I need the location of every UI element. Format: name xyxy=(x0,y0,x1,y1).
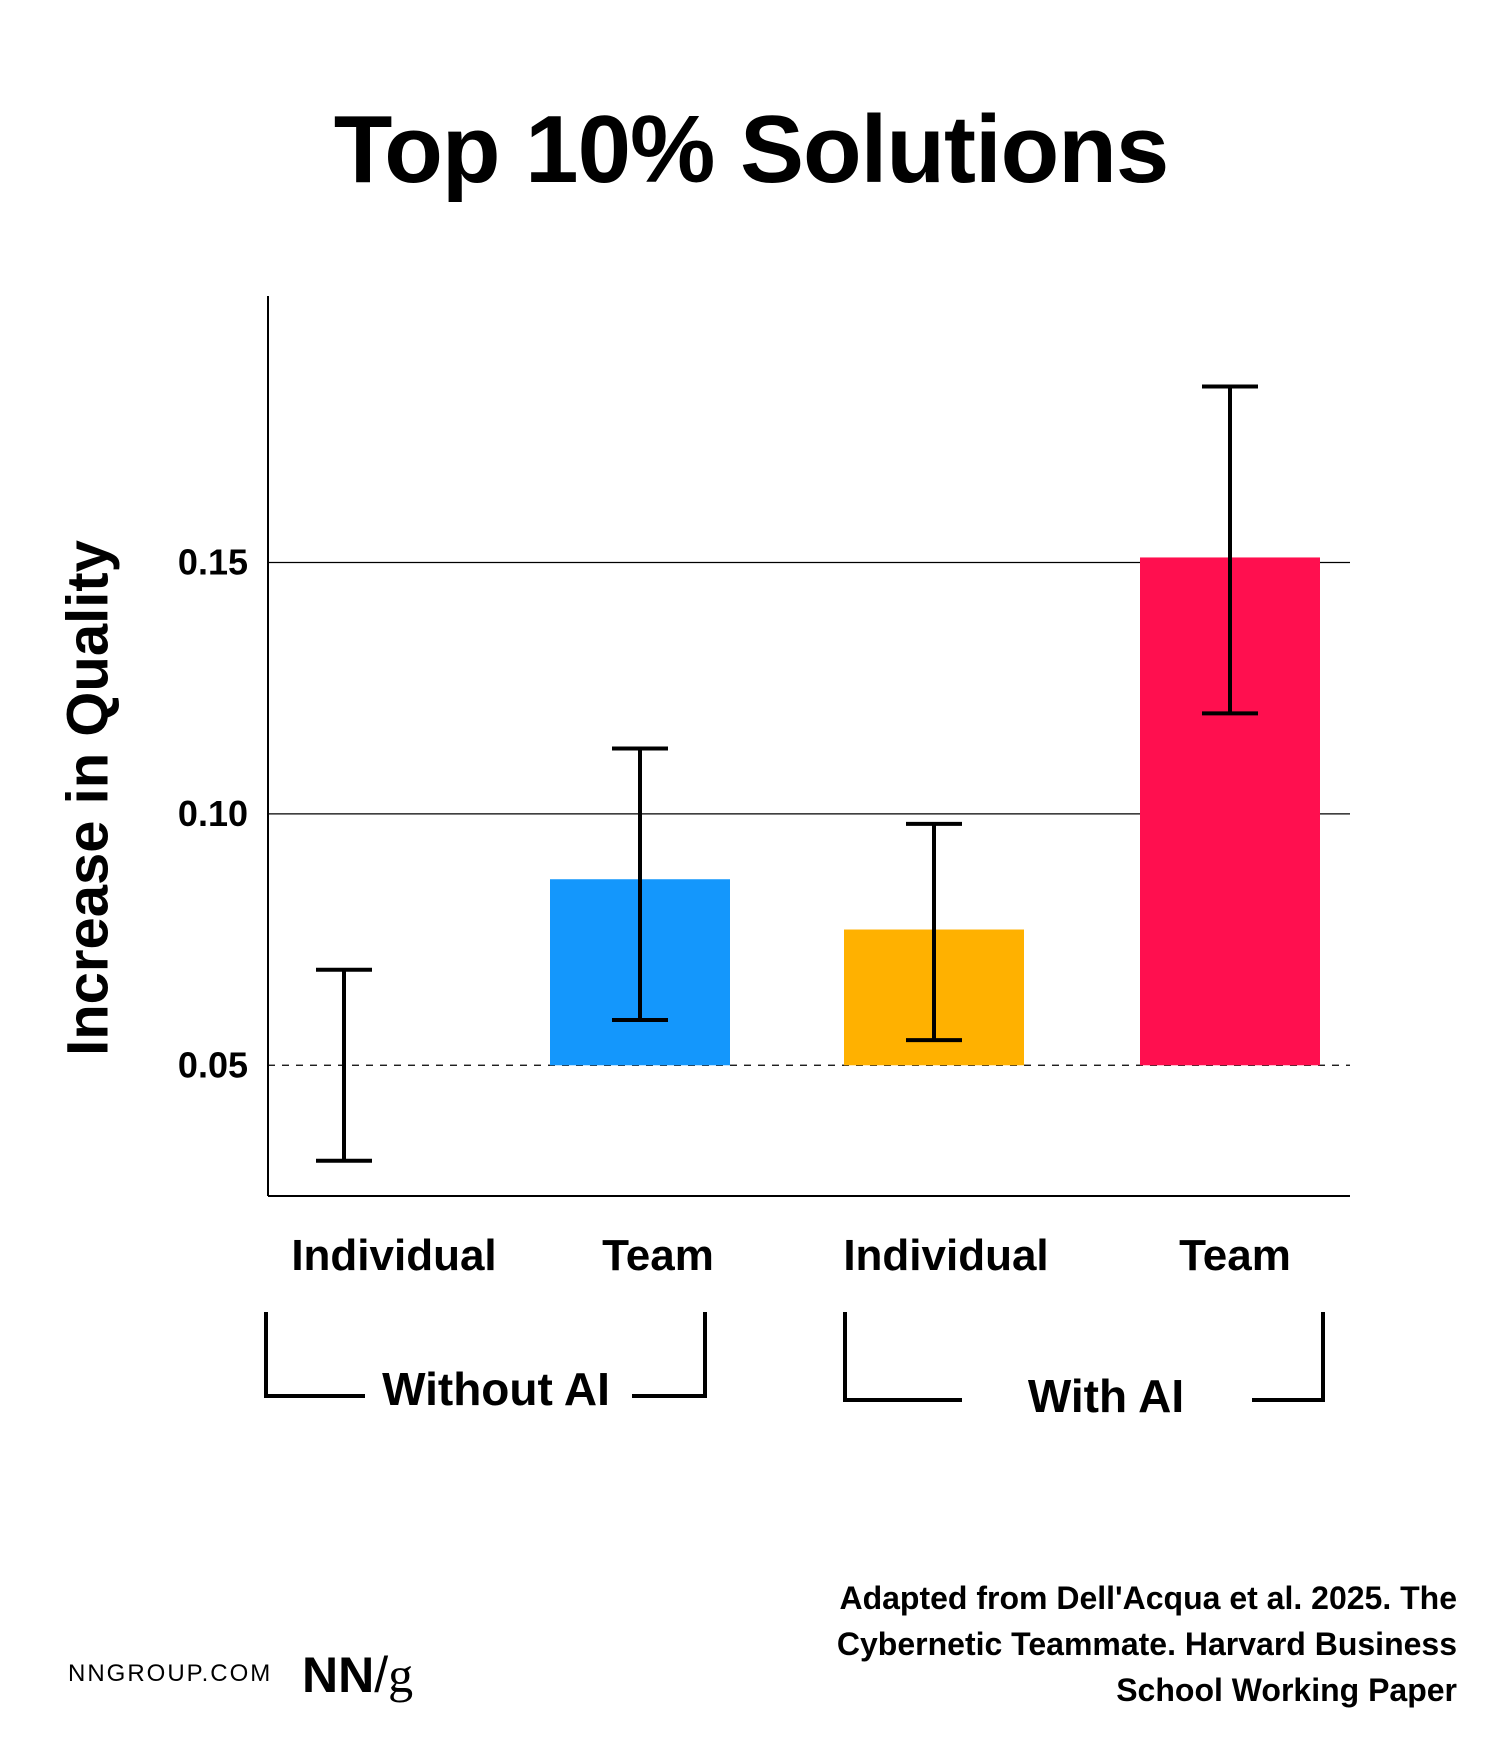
category-label: Team xyxy=(602,1231,714,1280)
group-brackets: Without AI With AI xyxy=(264,1312,1325,1422)
bracket-right xyxy=(632,1312,707,1398)
bracket-left xyxy=(843,1312,962,1402)
y-tick-label: 0.10 xyxy=(178,793,248,834)
y-tick-labels: 0.05 0.10 0.15 xyxy=(178,541,248,1085)
group-label: With AI xyxy=(1028,1370,1184,1422)
category-labels: Individual Team Individual Team xyxy=(291,1231,1291,1280)
y-tick-label: 0.15 xyxy=(178,541,248,582)
category-label: Team xyxy=(1179,1231,1291,1280)
y-axis-label: Increase in Quality xyxy=(55,540,121,1056)
axes xyxy=(267,296,1350,1197)
nng-logo: NN/g xyxy=(302,1646,413,1704)
group-label: Without AI xyxy=(382,1363,610,1415)
y-tick-label: 0.05 xyxy=(178,1044,248,1085)
bar-chart: 0.05 0.10 0.15 Individual Team Individual Tea… xyxy=(178,296,1350,1422)
chart-title: Top 10% Solutions xyxy=(333,96,1170,203)
source-citation: Adapted from Dell'Acqua et al. 2025. The… xyxy=(836,1580,1457,1708)
logo-slash: / xyxy=(374,1647,389,1703)
category-label: Individual xyxy=(843,1231,1048,1280)
logo-g: g xyxy=(388,1647,414,1703)
bracket-left xyxy=(264,1312,365,1398)
bracket-right xyxy=(1252,1312,1325,1402)
site-name: NNGROUP.COM xyxy=(68,1660,273,1687)
category-label: Individual xyxy=(291,1231,496,1280)
error-bars xyxy=(316,384,1258,1163)
logo-nn: NN xyxy=(302,1647,375,1703)
